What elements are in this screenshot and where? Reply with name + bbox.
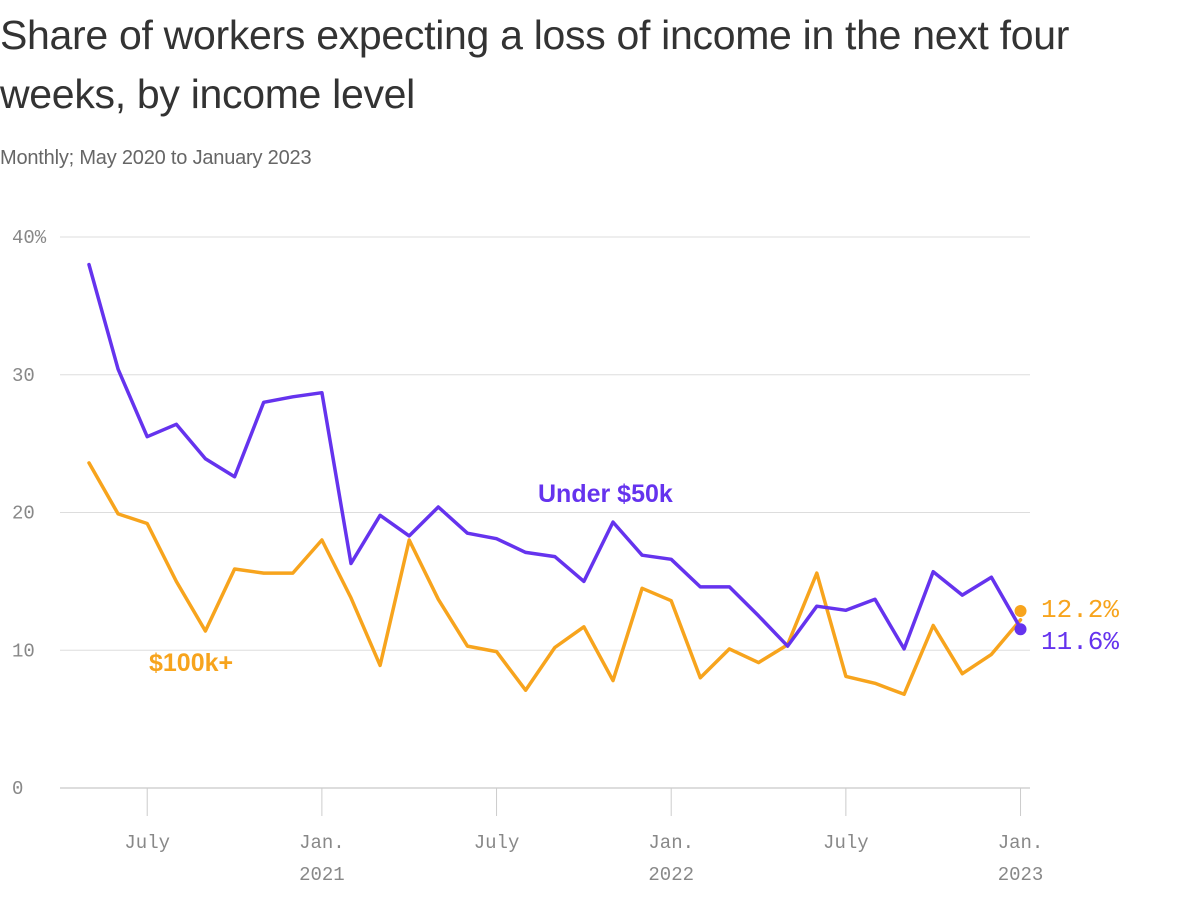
y-tick-label: 40% [12, 227, 47, 249]
gridlines [60, 236, 1030, 789]
series-line-under-50k [87, 262, 1023, 651]
x-tick-year-label: 2023 [998, 864, 1044, 886]
series-lines [87, 262, 1023, 697]
end-point-100k-plus [1014, 604, 1027, 617]
end-point-under-50k [1014, 623, 1027, 636]
x-axis: July Jan. 2021 July Jan. 2022 July Jan. 2023 [124, 788, 1043, 886]
x-tick-label: Jan. [299, 832, 345, 854]
series-line-100k-plus [87, 461, 1023, 697]
chart-title: Share of workers expecting a loss of inc… [0, 12, 1070, 117]
x-tick-year-label: 2022 [648, 864, 694, 886]
series-labels: 12.2%11.6% Under $50k $100k+ [149, 480, 1119, 677]
x-tick-label: Jan. [998, 832, 1044, 854]
x-tick-label: July [474, 832, 520, 854]
x-tick-label: Jan. [648, 832, 694, 854]
y-tick-label: 30 [12, 365, 35, 387]
x-tick-label: July [823, 832, 869, 854]
y-axis-ticks: 40% 30 20 10 0 [12, 227, 47, 800]
series-name-label-under-50k: Under $50k [538, 480, 673, 508]
x-tick-year-label: 2021 [299, 864, 345, 886]
x-tick-label: July [124, 832, 170, 854]
y-tick-label: 10 [12, 640, 35, 662]
chart-subtitle: Monthly; May 2020 to January 2023 [0, 147, 312, 169]
series-name-label-100k-plus: $100k+ [149, 649, 233, 677]
end-value-label-under-50k: 11.6% [1041, 627, 1119, 657]
y-tick-label: 0 [12, 778, 23, 800]
y-tick-label: 20 [12, 503, 35, 525]
end-value-label-100k-plus: 12.2% [1041, 595, 1119, 625]
